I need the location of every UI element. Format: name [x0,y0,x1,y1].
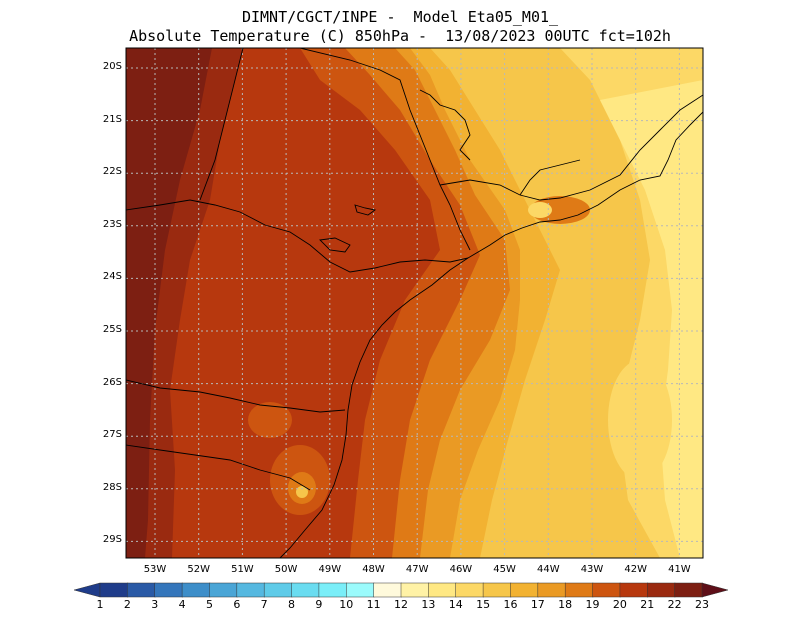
map-title-line-2: Absolute Temperature (C) 850hPa - 13/08/… [129,27,671,45]
temperature-field [126,48,703,558]
colorbar-swatch-5 [209,582,238,598]
field-mid-pocket [248,402,292,438]
colorbar-label-22: 22 [667,598,682,611]
colorbar-swatch-1 [99,582,129,598]
colorbar-swatch-8 [291,582,320,598]
river-lake-2 [319,237,351,253]
colorbar-swatch-15 [482,582,512,598]
field-south-pocket-core [296,486,308,498]
colorbar-swatch-23 [701,582,729,598]
colorbar-label-11: 11 [366,598,381,611]
colorbar-label-3: 3 [151,598,159,611]
colorbar-swatch-4 [181,582,211,598]
colorbar-swatch-10 [346,582,375,598]
lat-label-22S: 22S [102,166,122,178]
colorbar-swatch-20 [619,582,649,598]
colorbar-swatch-17 [537,582,566,598]
state-border-1 [126,199,469,273]
colorbar-label-12: 12 [394,598,408,611]
colorbar [73,582,729,598]
lon-label-52W: 52W [187,564,210,575]
colorbar-swatch-3 [154,582,183,598]
colorbar-label-18: 18 [558,598,573,611]
colorbar-label-23: 23 [695,598,709,611]
field-cool-spot-north [522,108,558,152]
field-cool-spot-coast [528,202,552,218]
colorbar-swatch-0 [73,582,101,598]
colorbar-label-8: 8 [288,598,296,611]
lon-label-45W: 45W [493,564,516,575]
colorbar-label-17: 17 [530,598,545,611]
lon-label-48W: 48W [362,564,385,575]
lat-label-29S: 29S [102,534,122,546]
state-border-5 [299,48,471,251]
colorbar-label-4: 4 [178,598,186,611]
colorbar-swatch-16 [510,582,539,598]
colorbar-swatch-9 [318,582,348,598]
river-lake-1 [419,89,471,161]
river-lake-3 [354,204,377,216]
colorbar-label-15: 15 [476,598,491,611]
state-border-4 [199,48,244,201]
colorbar-swatch-14 [455,582,484,598]
colorbar-label-16: 16 [503,598,518,611]
colorbar-swatch-7 [263,582,293,598]
colorbar-label-9: 9 [315,598,323,611]
lon-label-44W: 44W [536,564,560,575]
lon-label-46W: 46W [449,564,473,575]
coastline [279,111,703,558]
colorbar-swatch-11 [373,582,402,598]
field-ocean-core [608,360,672,480]
lon-label-49W: 49W [318,564,342,575]
colorbar-swatch-6 [236,582,265,598]
colorbar-label-10: 10 [339,598,354,611]
colorbar-label-14: 14 [448,598,463,611]
colorbar-swatch-19 [592,582,621,598]
colorbar-label-7: 7 [260,598,268,611]
colorbar-swatch-12 [400,582,430,598]
lat-label-21S: 21S [102,113,122,125]
colorbar-label-5: 5 [205,598,213,611]
lat-label-28S: 28S [102,481,122,493]
lat-label-25S: 25S [102,324,122,335]
field-band-22 [126,48,212,558]
state-border-3 [126,444,311,491]
colorbar-swatch-2 [127,582,156,598]
lon-label-42W: 42W [624,564,647,575]
colorbar-swatch-13 [428,582,457,598]
colorbar-label-13: 13 [421,598,436,611]
colorbar-label-2: 2 [123,598,131,611]
graticule [126,48,703,558]
colorbar-label-1: 1 [96,598,104,611]
colorbar-swatch-21 [647,582,676,598]
lat-label-26S: 26S [102,376,122,388]
lon-label-53W: 53W [143,564,167,575]
colorbar-label-19: 19 [585,598,600,611]
lat-label-24S: 24S [102,271,122,283]
map-title-line-1: DIMNT/CGCT/INPE - Model Eta05_M01_ [241,8,559,26]
lat-label-27S: 27S [102,429,122,441]
colorbar-label-20: 20 [612,598,627,611]
colorbar-label-21: 21 [640,598,655,611]
lon-label-43W: 43W [580,564,604,575]
colorbar-swatch-18 [564,582,594,598]
lon-label-50W: 50W [274,564,298,575]
field-band-13 [600,80,703,558]
colorbar-swatch-22 [674,582,703,598]
lon-label-41W: 41W [668,564,691,575]
state-border-7 [519,159,581,196]
lat-label-20S: 20S [102,61,122,72]
state-border-2 [126,379,346,413]
colorbar-label-6: 6 [233,598,241,611]
state-border-6 [439,94,703,201]
lon-label-51W: 51W [231,564,254,575]
plot-frame [125,47,704,559]
coastline-and-borders [126,48,703,558]
lat-label-23S: 23S [102,218,122,230]
lon-label-47W: 47W [405,564,429,575]
